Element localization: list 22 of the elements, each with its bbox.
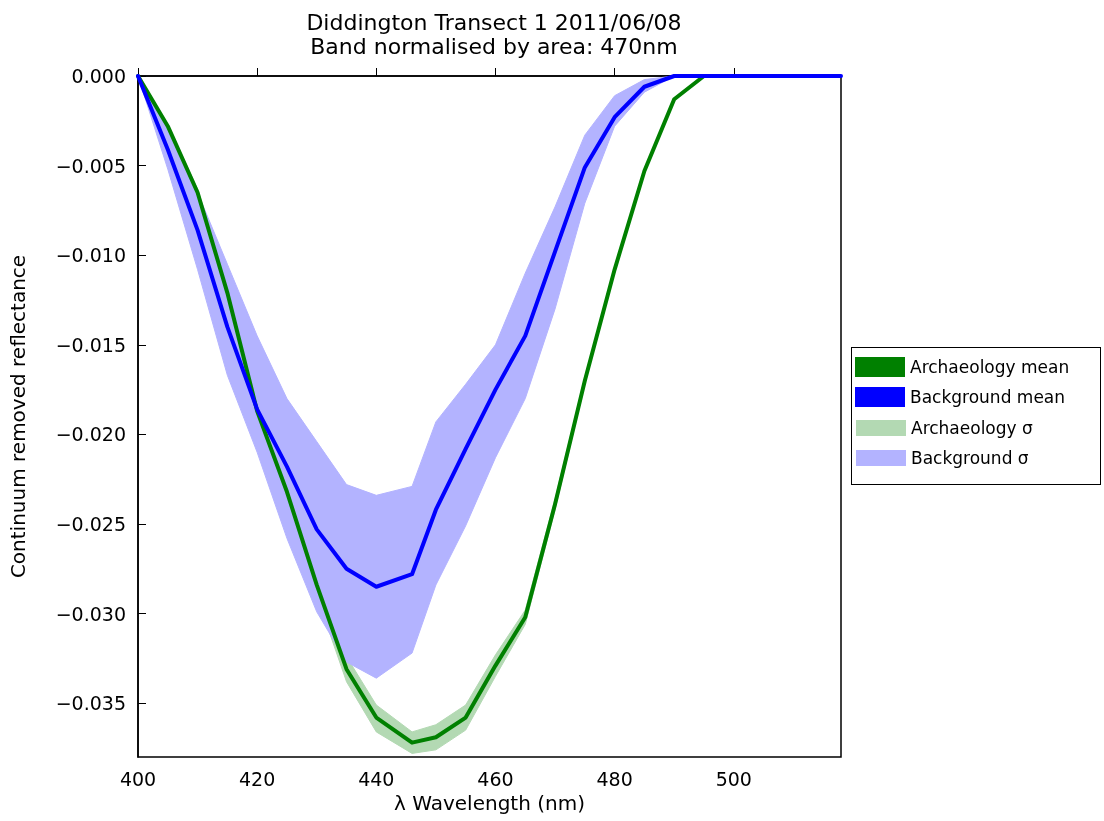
legend-label: Background mean: [910, 387, 1066, 407]
y-tick-label: −0.025: [55, 513, 126, 536]
x-tick-label: 500: [715, 767, 752, 790]
text: Archaeology σ: [911, 418, 1033, 438]
x-axis-title: λ Wavelength (nm): [394, 790, 585, 815]
y-tick-label: 0.000: [71, 65, 126, 87]
y-tick-label: −0.015: [55, 333, 126, 356]
y-tick-label: −0.005: [55, 154, 126, 177]
chart-subtitle: Band normalised by area: 470nm: [310, 33, 678, 59]
y-tick-label: −0.020: [55, 423, 126, 446]
y-tick-label: −0.030: [55, 602, 126, 625]
x-tick-label: 480: [596, 767, 633, 790]
y-axis-title: Continuum removed reflectance: [6, 254, 30, 579]
x-tick-label: 440: [358, 767, 395, 790]
x-tick-label: 460: [477, 767, 514, 790]
legend-label: Archaeology mean: [910, 357, 1070, 377]
y-tick-label: −0.035: [55, 692, 126, 715]
text: Background σ: [911, 448, 1029, 468]
x-tick-label: 400: [119, 767, 157, 790]
y-tick-label: −0.010: [55, 244, 126, 267]
x-tick-label: 420: [239, 767, 276, 790]
chart-title: Diddington Transect 1 2011/06/08: [306, 9, 682, 35]
